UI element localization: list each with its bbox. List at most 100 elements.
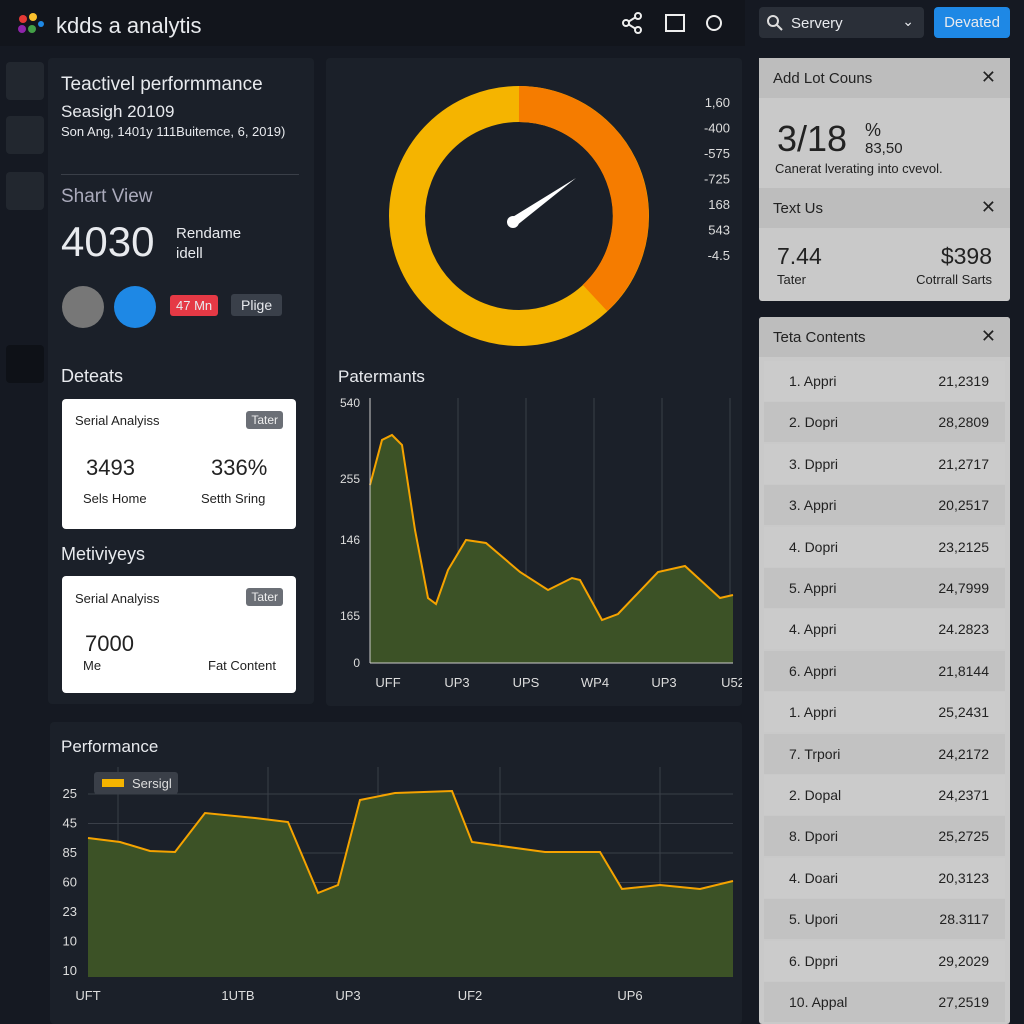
row-label: 3. Dppri	[789, 455, 839, 472]
card-label: Sels Home	[83, 491, 147, 506]
row-value: 29,2029	[938, 952, 989, 969]
row-label: 4. Doari	[789, 869, 839, 886]
panel-title: Add Lot Couns	[773, 70, 873, 87]
section-title: Metiviyeys	[61, 544, 146, 564]
area-line	[87, 789, 734, 895]
row-label: 3. Appri	[789, 497, 837, 514]
gauge-label: 543	[708, 223, 730, 238]
row-value: 28,2809	[938, 414, 989, 431]
card-title: Serial Analyiss	[75, 413, 160, 428]
chart-title: Patermants	[338, 367, 425, 386]
y-tick-label: 45	[63, 816, 77, 831]
row-label: 1. Appri	[789, 704, 837, 721]
y-tick-label: 60	[63, 875, 77, 890]
section-title: Shart View	[61, 186, 153, 207]
list-row: 1. Appri 21,2319	[764, 361, 1005, 401]
panel-value: $398	[940, 243, 992, 269]
search[interactable]: Servery ⌄	[759, 7, 924, 38]
y-tick-label: 25	[63, 786, 77, 801]
row-label: 5. Upori	[789, 911, 839, 928]
primary-button[interactable]: Devated	[934, 7, 1010, 38]
panel-unit: %	[865, 120, 882, 140]
legend-label: Sersigl	[132, 776, 172, 791]
y-tick-label: 146	[340, 533, 360, 547]
row-value: 24,2371	[938, 787, 989, 803]
card-title: Serial Analyiss	[75, 591, 160, 606]
stat-card: Serial Analyiss Tater 7000 Me Fat Conten…	[62, 576, 296, 693]
row-value: 20,2517	[938, 497, 989, 514]
row-label: 2. Dopal	[789, 787, 842, 803]
big-label: idell	[176, 245, 203, 262]
app-title: kdds a analytis	[56, 13, 202, 38]
row-value: 20,3123	[938, 869, 989, 886]
row-value: 23,2125	[938, 538, 989, 555]
panel-value: 3/18	[777, 118, 848, 159]
x-tick-label: 1UTB	[221, 988, 254, 1003]
row-value: 21,2319	[938, 373, 989, 389]
row-label: 6. Appri	[789, 662, 837, 679]
panel-header: Teta Contents ✕	[759, 317, 1010, 357]
row-label: 4. Appri	[789, 621, 837, 638]
header-icons[interactable]	[620, 10, 730, 38]
section-title: Deteats	[61, 366, 124, 386]
big-value: 4030	[61, 218, 155, 265]
row-label: 4. Dopri	[789, 538, 839, 555]
x-tick-label: UF2	[458, 988, 483, 1003]
gauge-label: 168	[708, 197, 730, 212]
x-tick-label: U52	[721, 675, 742, 690]
gauge-arc	[518, 86, 649, 312]
overview-title: Teactivel performmance	[61, 74, 263, 95]
overview-subtitle: Seasigh 20109	[61, 102, 175, 121]
legend	[94, 772, 178, 794]
list-row: 5. Upori 28.3117	[764, 899, 1005, 940]
y-tick-label: 10	[63, 934, 77, 949]
panel-label: Cotrrall Sarts	[916, 272, 992, 287]
card-value: 336%	[211, 455, 268, 480]
logo	[18, 13, 44, 33]
gauge-label: -725	[704, 172, 730, 187]
row-value: 27,2519	[938, 994, 989, 1010]
card-label: Me	[83, 658, 102, 673]
nav-icon[interactable]	[6, 172, 44, 210]
list-row: 8. Dpori 25,2725	[764, 816, 1005, 857]
nav-icon[interactable]	[6, 62, 44, 100]
list-row: 6. Appri 21,8144	[764, 650, 1005, 691]
card-label: Setth Sring	[201, 491, 266, 506]
x-tick-label: UP3	[651, 675, 676, 690]
panel-label: Tater	[777, 272, 806, 287]
row-value: 24.2823	[938, 621, 989, 638]
nav-icon[interactable]	[6, 345, 44, 383]
panel-value: 7.44	[777, 243, 822, 269]
overview-panel: Teactivel performmance Seasigh 20109 Son…	[48, 58, 314, 704]
x-tick-label: UPS	[513, 675, 540, 690]
row-label: 6. Dppri	[789, 952, 839, 969]
row-value: 24,7999	[938, 580, 989, 596]
x-tick-label: WP4	[581, 675, 609, 690]
performance-chart: Performance Sersigl 25 45 85 60 23 10 10 UFT 1UT…	[61, 737, 734, 1003]
card-value: 7000	[85, 631, 134, 656]
list-row: 6. Dppri 29,2029	[764, 940, 1005, 981]
badge: 47 Mn	[170, 295, 219, 316]
area	[88, 791, 733, 977]
list-row: 10. Appal 27,2519	[764, 982, 1005, 1022]
row-value: 25,2725	[938, 828, 989, 845]
y-tick-label: 255	[340, 472, 360, 486]
x-tick-label: UFT	[75, 988, 100, 1003]
gauge-label: 1,60	[705, 95, 730, 110]
nav-icon[interactable]	[6, 116, 44, 154]
card-label: Fat Content	[208, 658, 276, 673]
big-label: Rendame	[176, 225, 242, 242]
x-tick-label: UFF	[375, 675, 400, 690]
row-label: 10. Appal	[789, 994, 848, 1010]
card-tag: Tater	[246, 588, 283, 606]
list-row: 1. Appri 25,2431	[764, 692, 1005, 733]
panel-text: Canerat lverating into cvevol.	[775, 161, 943, 176]
avatar	[114, 286, 156, 328]
panel-title: Teta Contents	[773, 329, 866, 346]
y-tick-label: 540	[340, 396, 360, 410]
tag: Plige	[231, 294, 283, 316]
area	[370, 435, 733, 663]
list-row: 7. Trpori 24,2172	[764, 733, 1005, 774]
panel-title: Text Us	[773, 200, 824, 217]
